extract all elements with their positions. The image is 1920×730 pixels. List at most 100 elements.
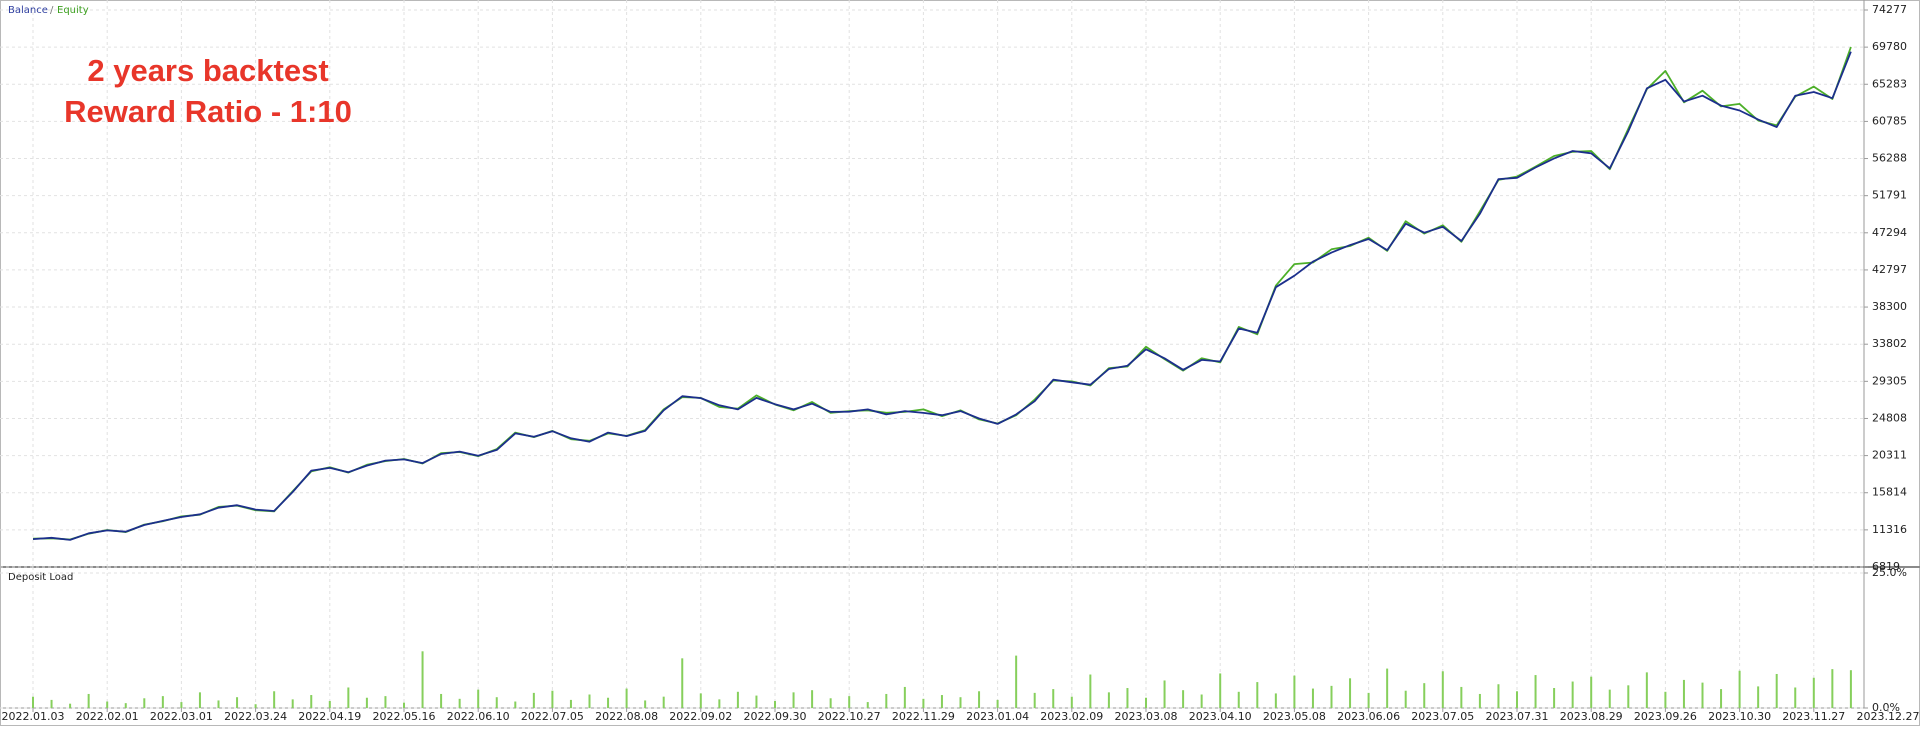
bar (1182, 690, 1185, 708)
legend-equity: Equity (57, 5, 89, 16)
bar (1849, 670, 1852, 708)
x-tick-label: 2022.05.16 (373, 710, 436, 723)
bar (1608, 689, 1611, 708)
x-tick-label: 2023.12.27 (1857, 710, 1920, 723)
bar (885, 693, 888, 708)
bar (1775, 673, 1778, 708)
bar (273, 691, 276, 708)
bar (1274, 693, 1277, 708)
y-tick-label: 15814 (1872, 486, 1907, 499)
y-tick-label: 74277 (1872, 3, 1907, 16)
bar (50, 699, 53, 708)
x-tick-label: 2023.03.08 (1115, 710, 1178, 723)
bar (1441, 671, 1444, 708)
bar (1107, 692, 1110, 708)
annotation: Reward Ratio - 1:10 (64, 94, 352, 129)
x-tick-label: 2023.06.06 (1337, 710, 1400, 723)
bar (254, 704, 257, 708)
bar (1126, 688, 1129, 708)
bar (1293, 675, 1296, 708)
marks (32, 46, 1852, 708)
x-tick-label: 2022.10.27 (818, 710, 881, 723)
bar (495, 697, 498, 708)
bar (236, 697, 239, 708)
bar (532, 692, 535, 708)
bar (1256, 682, 1259, 708)
y-tick-label: 47294 (1872, 226, 1907, 239)
bar (1831, 669, 1834, 708)
bar (421, 651, 424, 708)
bar (1553, 688, 1556, 708)
bar (699, 693, 702, 708)
bar (1497, 684, 1500, 708)
bar (1590, 676, 1593, 708)
bar (588, 694, 591, 708)
bar (1720, 689, 1723, 708)
bar (959, 697, 962, 708)
x-tick-label: 2023.01.04 (966, 710, 1029, 723)
bar (551, 690, 554, 708)
legend-separator: / (50, 5, 54, 16)
bar (1033, 692, 1036, 708)
bar (1330, 685, 1333, 708)
bar (1219, 673, 1222, 708)
bar (32, 696, 34, 708)
bar (458, 698, 461, 708)
bar (291, 699, 294, 708)
x-tick-label: 2023.09.26 (1634, 710, 1697, 723)
x-tick-label: 2022.11.29 (892, 710, 955, 723)
bar (996, 699, 999, 708)
bar (1757, 686, 1760, 708)
y-tick-label: 20311 (1872, 449, 1907, 462)
grid (0, 0, 1864, 709)
y-tick-label: 69780 (1872, 40, 1907, 53)
bar (774, 700, 776, 708)
bar (1311, 688, 1314, 708)
bar (440, 693, 443, 708)
x-tick-label: 2023.08.29 (1560, 710, 1623, 723)
bar (1070, 696, 1073, 708)
bar (1052, 689, 1055, 708)
x-tick-label: 2023.11.27 (1782, 710, 1845, 723)
bar (1645, 672, 1648, 708)
y-tick-label: 29305 (1872, 374, 1907, 387)
y-tick-label: 0.0% (1872, 701, 1900, 714)
bar (1571, 681, 1574, 708)
bar (1478, 693, 1481, 708)
bar (1200, 694, 1203, 708)
bar (866, 702, 869, 708)
bar (87, 693, 90, 708)
y-tick-label: 38300 (1872, 300, 1907, 313)
bar (69, 703, 72, 708)
bar (1145, 697, 1147, 708)
bar (514, 701, 517, 708)
x-tick-label: 2022.09.30 (744, 710, 807, 723)
bar (1237, 691, 1240, 708)
bar (792, 692, 795, 708)
bar (736, 691, 739, 708)
y-tick-label: 42797 (1872, 263, 1907, 276)
bar (903, 686, 906, 708)
bar (1682, 679, 1685, 708)
bar (811, 690, 814, 708)
y-tick-label: 60785 (1872, 114, 1907, 127)
bar (848, 696, 851, 708)
bar (106, 701, 109, 708)
bar (1163, 680, 1166, 708)
bar (681, 658, 684, 708)
bar (143, 698, 146, 708)
bar (607, 697, 610, 708)
x-tick-label: 2022.09.02 (669, 710, 732, 723)
bar (569, 699, 572, 708)
bar (365, 697, 368, 708)
bar (384, 696, 387, 708)
x-tick-label: 2022.08.08 (595, 710, 658, 723)
bar (310, 695, 313, 708)
bar (1386, 668, 1389, 708)
y-tick-label: 24808 (1872, 411, 1907, 424)
bar (940, 695, 943, 708)
x-tick-label: 2022.03.01 (150, 710, 213, 723)
bar (1349, 678, 1352, 708)
